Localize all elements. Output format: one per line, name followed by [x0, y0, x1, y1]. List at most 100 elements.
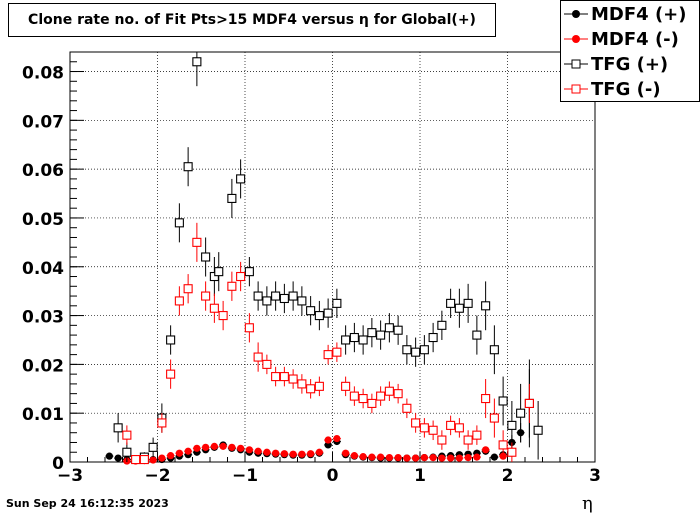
- legend-item-tfg-plus: TFG (+): [561, 52, 699, 76]
- data-point: [419, 345, 429, 355]
- data-point: [359, 453, 367, 461]
- data-point: [253, 352, 263, 362]
- data-point: [446, 298, 456, 308]
- data-point: [438, 454, 446, 462]
- y-tick-label: 0.06: [22, 161, 64, 181]
- data-point: [236, 271, 246, 282]
- tick-labels: −3 −2 −1 0 1 2 3 0 0.01 0.02 0.03 0.04 0.05 0.06 0.07 0…: [22, 64, 601, 486]
- series-3: [122, 222, 534, 465]
- legend-label: MDF4 (+): [591, 3, 687, 25]
- data-point: [403, 454, 411, 462]
- y-tick-label: 0.07: [22, 112, 64, 132]
- data-point: [358, 393, 368, 404]
- data-point: [174, 218, 184, 228]
- x-tick-label: −2: [144, 466, 170, 486]
- data-point: [472, 330, 482, 340]
- data-point: [227, 193, 237, 203]
- data-point: [272, 449, 280, 457]
- data-point: [210, 442, 218, 450]
- y-tick-label: 0.04: [22, 259, 64, 279]
- data-point: [402, 403, 412, 413]
- data-point: [490, 453, 498, 461]
- data-point: [428, 425, 438, 435]
- data-point: [297, 296, 307, 306]
- data-point: [314, 311, 324, 321]
- data-point: [306, 306, 316, 316]
- data-point: [376, 391, 386, 401]
- x-tick-label: 1: [414, 466, 426, 486]
- data-point: [463, 298, 473, 308]
- data-point: [498, 396, 508, 406]
- data-point: [342, 449, 350, 457]
- data-point: [192, 237, 202, 247]
- data-point: [402, 345, 412, 355]
- data-point: [214, 267, 224, 277]
- data-point: [254, 447, 262, 455]
- data-point: [271, 372, 281, 382]
- series-2: [113, 52, 543, 462]
- data-point: [105, 452, 113, 460]
- data-point: [446, 420, 456, 430]
- data-point: [437, 435, 447, 445]
- data-point: [183, 284, 193, 294]
- data-point: [237, 444, 245, 452]
- data-point: [288, 374, 298, 384]
- data-point: [385, 454, 393, 462]
- data-point: [192, 57, 202, 67]
- data-point: [289, 450, 297, 458]
- data-point: [489, 345, 499, 355]
- filled-circle-marker-icon: [561, 2, 591, 26]
- data-point: [279, 293, 289, 304]
- data-point: [202, 443, 210, 451]
- data-point: [394, 454, 402, 462]
- data-point: [481, 301, 491, 311]
- data-point: [201, 291, 211, 301]
- data-point: [253, 291, 263, 301]
- data-point: [175, 449, 183, 457]
- data-point: [454, 423, 464, 433]
- data-point: [227, 281, 237, 291]
- x-tick-label: −1: [232, 466, 258, 486]
- data-point: [393, 389, 403, 399]
- data-point: [183, 162, 193, 172]
- y-tick-label: 0: [52, 454, 64, 474]
- data-point: [411, 347, 421, 357]
- x-axis-label: η: [582, 493, 593, 514]
- data-point: [174, 296, 184, 306]
- axis-ticks: [69, 51, 596, 463]
- y-tick-label: 0.02: [22, 356, 64, 376]
- data-point: [332, 298, 342, 308]
- data-point: [236, 174, 246, 184]
- data-point: [148, 442, 158, 452]
- data-point: [315, 448, 323, 456]
- data-point: [323, 350, 333, 360]
- data-point: [447, 454, 455, 462]
- open-square-marker-icon: [561, 77, 591, 101]
- data-point: [323, 308, 333, 318]
- data-point: [473, 453, 481, 461]
- data-point: [481, 393, 491, 404]
- data-point: [507, 420, 517, 430]
- data-point: [139, 455, 149, 465]
- legend-label: TFG (+): [591, 53, 669, 75]
- data-point: [245, 446, 253, 454]
- data-point: [524, 398, 534, 408]
- data-point: [306, 384, 316, 394]
- data-point: [376, 330, 386, 340]
- data-point: [219, 442, 227, 450]
- data-point: [393, 325, 403, 335]
- x-tick-label: −3: [57, 466, 83, 486]
- data-point: [218, 311, 228, 321]
- data-point: [193, 444, 201, 452]
- data-point: [472, 430, 482, 440]
- y-tick-label: 0.05: [22, 210, 64, 230]
- data-point: [333, 434, 341, 443]
- data-point: [288, 291, 298, 301]
- data-point: [341, 335, 351, 345]
- data-point: [489, 413, 499, 423]
- y-tick-label: 0.08: [22, 64, 64, 84]
- legend-label: TFG (-): [591, 78, 661, 100]
- data-point: [437, 320, 447, 330]
- data-point: [419, 423, 429, 433]
